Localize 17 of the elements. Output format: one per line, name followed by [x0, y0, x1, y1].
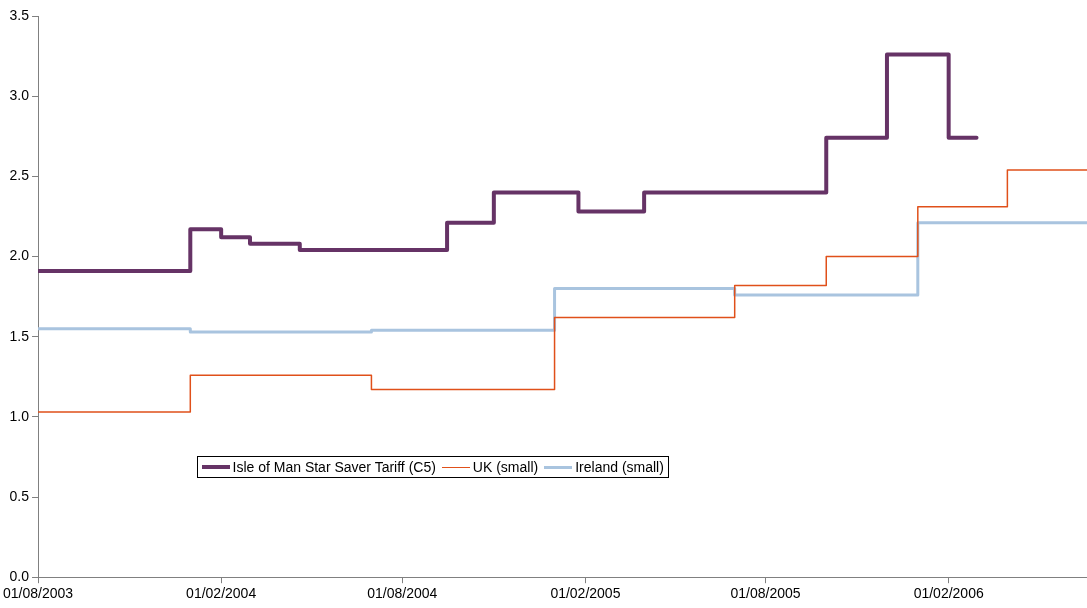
x-tick-label: 01/02/2004	[186, 585, 257, 602]
legend-label: UK (small)	[472, 459, 539, 476]
y-tick-label: 0.5	[9, 487, 30, 504]
y-tick-label: 1.5	[9, 327, 30, 344]
x-tick-label: 01/02/2005	[550, 585, 621, 602]
x-tick-label: 01/08/2004	[367, 585, 438, 602]
y-tick-label: 1.0	[9, 407, 30, 424]
y-tick-label: 0.0	[9, 568, 30, 585]
y-tick-label: 2.5	[9, 167, 30, 184]
y-tick-label: 3.5	[9, 6, 30, 23]
x-tick-label: 01/08/2003	[3, 585, 74, 602]
y-tick-label: 2.0	[9, 247, 30, 264]
y-tick-label: 3.0	[9, 87, 30, 104]
x-tick-label: 01/08/2005	[730, 585, 801, 602]
legend-label: Isle of Man Star Saver Tariff (C5)	[232, 459, 436, 476]
x-tick-label: 01/02/2006	[913, 585, 984, 602]
legend-label: Ireland (small)	[575, 459, 664, 476]
